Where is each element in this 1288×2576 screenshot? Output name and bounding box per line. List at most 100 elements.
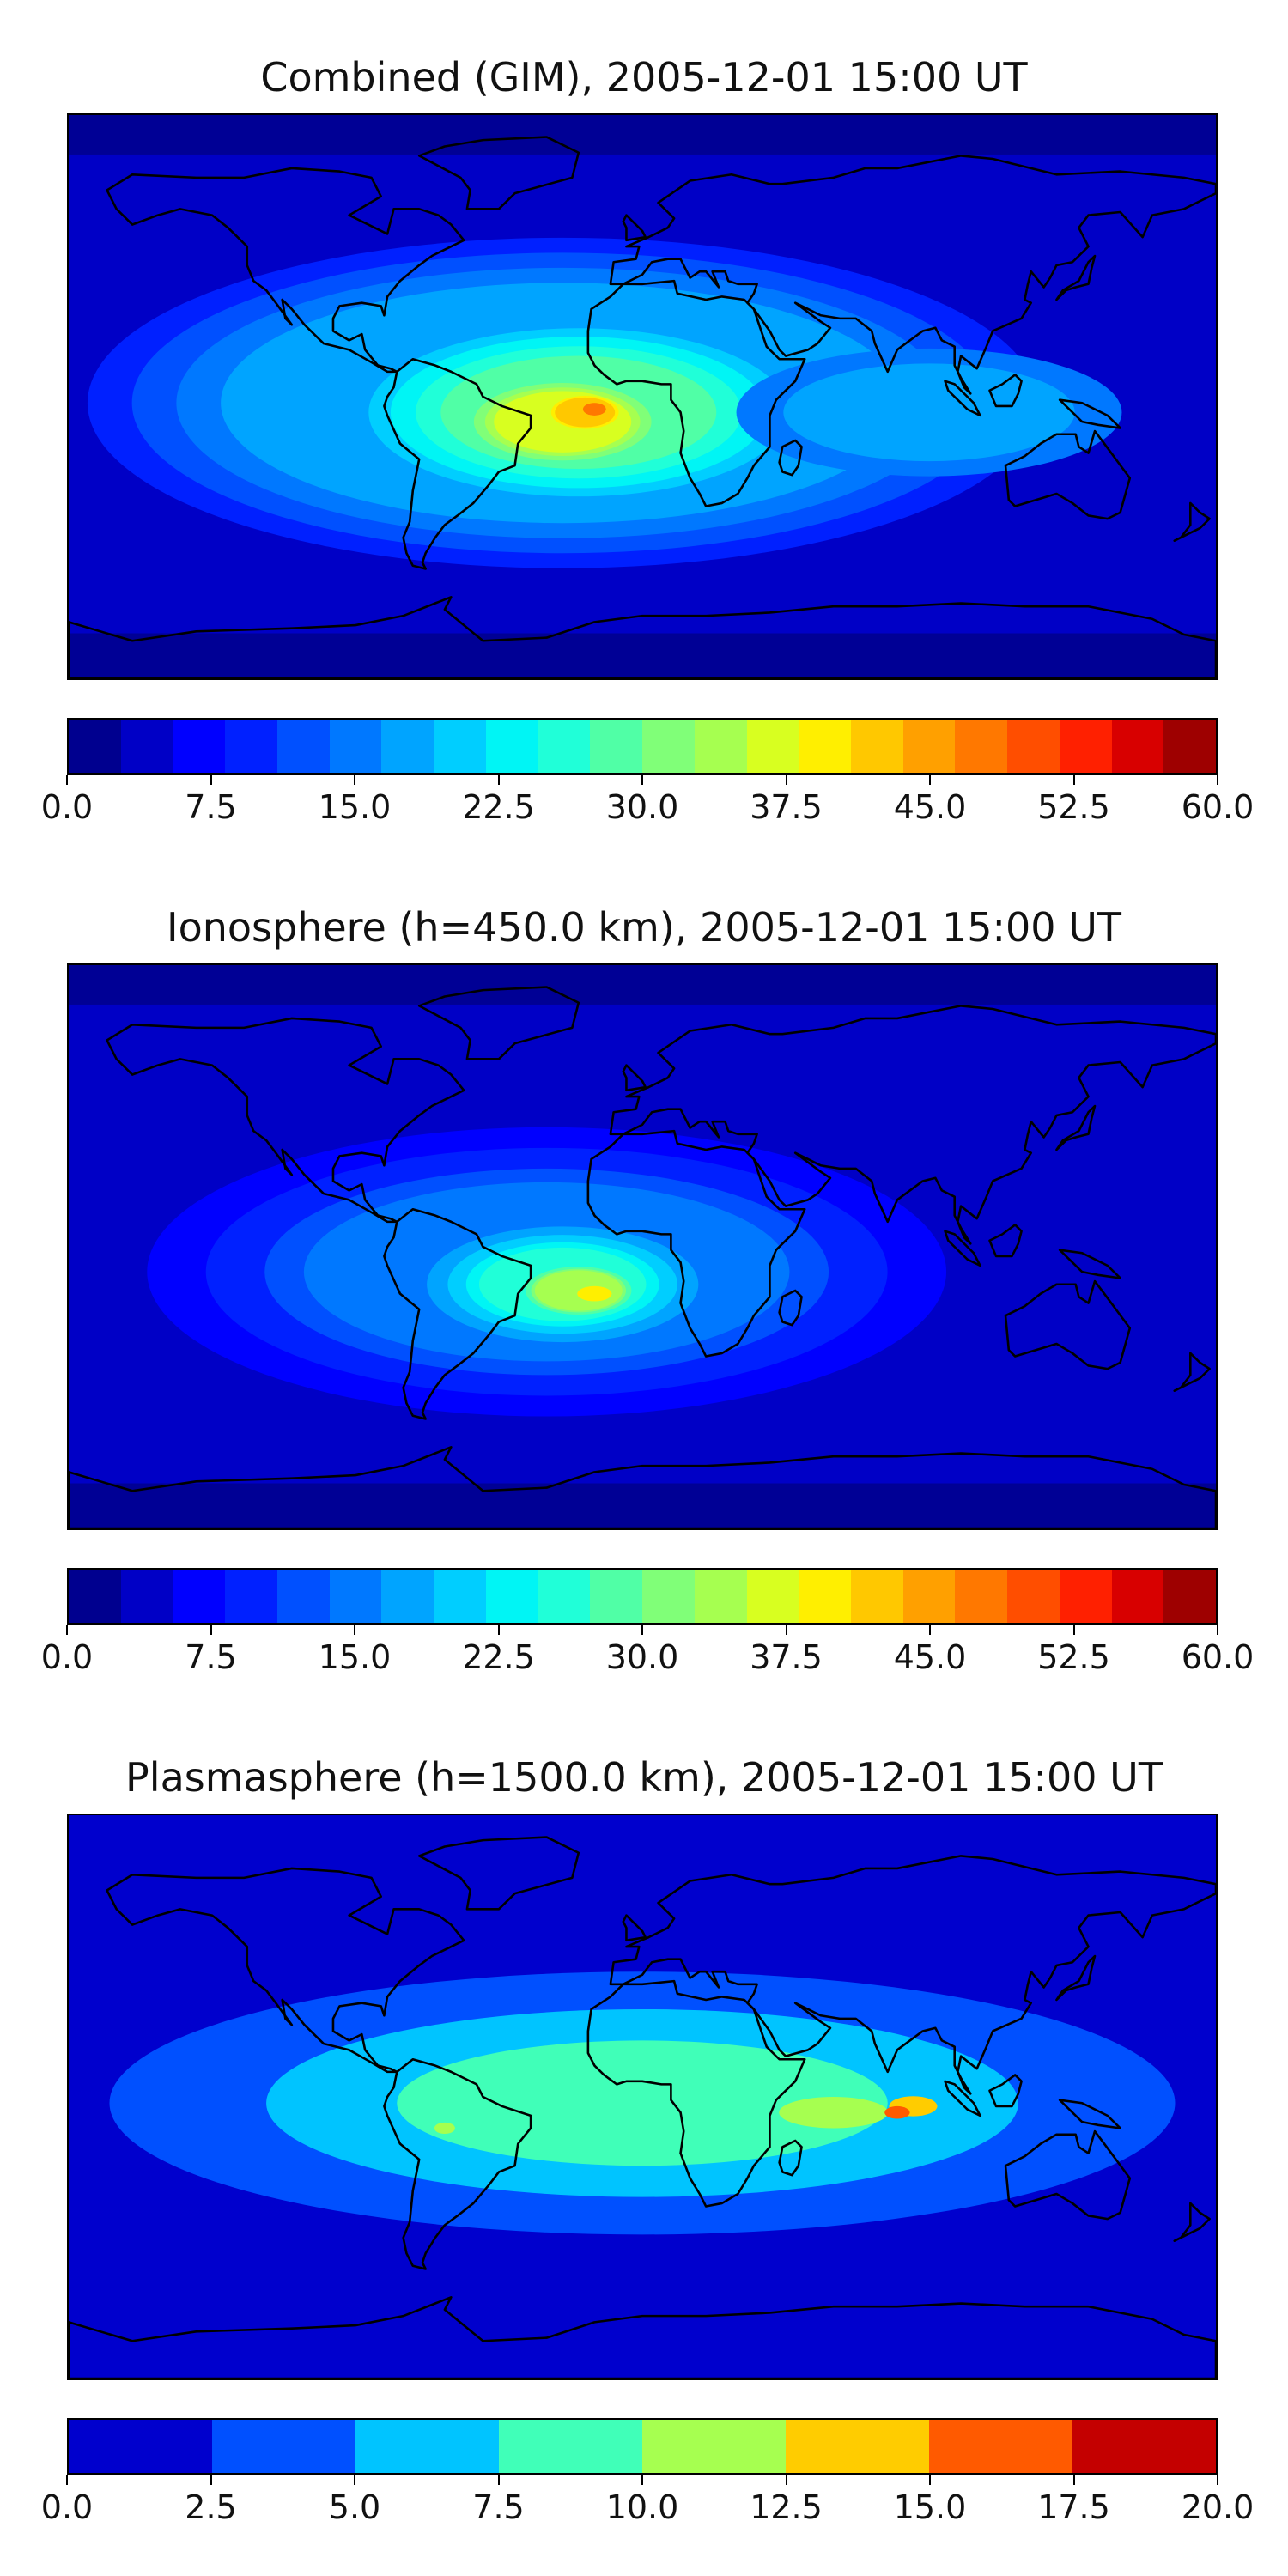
- colorbar-tick: [1217, 2475, 1218, 2485]
- colorbar-tick-label: 0.0: [40, 1638, 94, 1676]
- colorbar-segment: [694, 720, 747, 773]
- coastline-new-guinea: [1058, 398, 1121, 429]
- colorbar-tick: [1217, 775, 1218, 785]
- colorbar-segment: [485, 720, 538, 773]
- polar-band-north: [69, 115, 1216, 155]
- colorbar-tick: [66, 775, 68, 785]
- colorbar-segment: [1163, 720, 1217, 773]
- colorbar-segment: [173, 720, 226, 773]
- coastline-borneo: [988, 374, 1023, 408]
- colorbar-tick-label: 37.5: [750, 788, 823, 826]
- colorbar-tick-label: 22.5: [462, 788, 535, 826]
- coastline-africa: [586, 1979, 806, 2208]
- coastline-sumatra: [944, 1230, 981, 1267]
- colorbar-plasmasphere: [67, 2418, 1218, 2475]
- world-map-ionosphere: [67, 963, 1218, 1530]
- coastline-new-zealand: [1173, 501, 1211, 542]
- contour-band: [582, 403, 606, 416]
- coastline-eurasia: [609, 155, 1216, 395]
- colorbar-tick-label: 7.5: [185, 1638, 237, 1676]
- colorbar-tick-label: 15.0: [318, 788, 392, 826]
- contour-band: [884, 2105, 910, 2119]
- coastline-sumatra: [944, 380, 981, 417]
- colorbar-tick: [354, 1625, 355, 1635]
- colorbar-segment: [929, 2420, 1072, 2473]
- colorbar-segment: [173, 1570, 226, 1623]
- colorbar-segment: [1059, 720, 1112, 773]
- coastline-north-america: [106, 1017, 465, 1224]
- world-map-plasmasphere: [67, 1814, 1218, 2380]
- colorbar-tick: [785, 1625, 787, 1635]
- map-title: Combined (GIM), 2005-12-01 15:00 UT: [260, 54, 1028, 100]
- coastline-japan: [1055, 254, 1097, 301]
- coastline-south-america: [383, 357, 532, 570]
- coastline-british-isles: [622, 1064, 647, 1092]
- colorbar-segment: [851, 1570, 903, 1623]
- colorbar-segment: [120, 720, 173, 773]
- coastline-madagascar: [778, 2139, 803, 2177]
- coastline-north-america: [106, 1867, 465, 2074]
- contour-band: [783, 363, 1075, 462]
- coastline-australia: [1004, 429, 1132, 520]
- colorbar-tick: [785, 775, 787, 785]
- coastline-australia: [1004, 2129, 1132, 2221]
- colorbar-tick-label: 22.5: [462, 1638, 535, 1676]
- colorbar-tick-label: 30.0: [605, 1638, 679, 1676]
- polar-band-south: [69, 2333, 1216, 2379]
- colorbar-segment: [276, 720, 330, 773]
- colorbar-tick: [1072, 2475, 1075, 2485]
- colorbar-segment: [902, 720, 956, 773]
- colorbar-ticks-ionosphere: 0.0 7.5 15.0 22.5 30.0 37.5 45.0 52.5 60.0: [41, 1625, 1254, 1676]
- colorbar-segment: [355, 2420, 499, 2473]
- coastline-borneo: [988, 1224, 1023, 1258]
- coastline-new-zealand: [1173, 2202, 1211, 2242]
- colorbar-tick-label: 60.0: [1181, 788, 1255, 826]
- colorbar-segment: [1072, 2420, 1216, 2473]
- colorbar-tick-label: 52.5: [1037, 788, 1110, 826]
- colorbar-segment: [851, 720, 903, 773]
- colorbar-tick: [497, 2475, 500, 2485]
- colorbar-tick: [929, 1625, 931, 1635]
- colorbar-segment: [329, 720, 382, 773]
- colorbar-tick-label: 0.0: [40, 2488, 94, 2526]
- colorbar-segment: [799, 1570, 852, 1623]
- colorbar-segment: [746, 720, 799, 773]
- contour-band: [434, 2122, 455, 2135]
- colorbar-segment: [1111, 720, 1164, 773]
- colorbar-tick-label: 5.0: [328, 2488, 381, 2526]
- colorbar-segment: [642, 2420, 786, 2473]
- world-map-combined: [67, 113, 1218, 680]
- colorbar-ticks-plasmasphere: 0.0 2.5 5.0 7.5 10.0 12.5 15.0 17.5 20.0: [41, 2475, 1254, 2526]
- colorbar-segment: [381, 1570, 434, 1623]
- colorbar-tick: [641, 2475, 643, 2485]
- colorbar-tick-label: 17.5: [1037, 2488, 1110, 2526]
- map-title: Ionosphere (h=450.0 km), 2005-12-01 15:0…: [167, 904, 1121, 951]
- polar-band-south: [69, 633, 1216, 678]
- colorbar-tick-label: 12.5: [750, 2488, 823, 2526]
- colorbar-segment: [538, 720, 591, 773]
- colorbar-tick: [785, 2475, 787, 2485]
- colorbar-segment: [786, 2420, 929, 2473]
- colorbar-segment: [746, 1570, 799, 1623]
- coastline-greenland: [417, 1836, 580, 1911]
- coastline-new-guinea: [1058, 1249, 1121, 1279]
- coastline-new-guinea: [1058, 2099, 1121, 2129]
- contour-band: [577, 1285, 612, 1302]
- coastline-antarctica: [69, 595, 1216, 678]
- coastline-greenland: [417, 136, 580, 210]
- colorbar-tick: [66, 2475, 68, 2485]
- colorbar-segment: [69, 720, 121, 773]
- colorbar-tick-label: 7.5: [472, 2488, 525, 2526]
- coastline-eurasia: [609, 1855, 1216, 2095]
- coastline-antarctica: [69, 1445, 1216, 1528]
- coastline-borneo: [988, 2074, 1023, 2108]
- colorbar-segment: [538, 1570, 591, 1623]
- polar-band-north: [69, 1815, 1216, 1855]
- colorbar-segment: [1007, 1570, 1060, 1623]
- colorbar-segment: [1059, 1570, 1112, 1623]
- colorbar-tick: [497, 1625, 500, 1635]
- colorbar-tick: [1072, 775, 1075, 785]
- coastline-eurasia: [609, 1005, 1216, 1245]
- colorbar-segment: [955, 1570, 1008, 1623]
- colorbar-segment: [434, 720, 486, 773]
